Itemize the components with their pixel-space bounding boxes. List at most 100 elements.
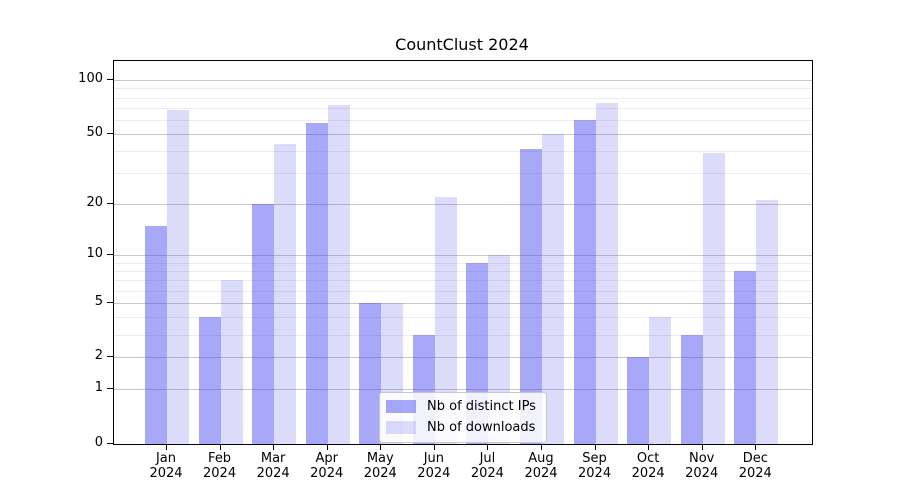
bar-distinct-ips-jan	[145, 225, 167, 444]
x-tick-month-jul: Jul	[479, 451, 496, 466]
x-tick-month-nov: Nov	[689, 451, 715, 466]
y-tick-mark-0	[107, 443, 113, 444]
gridline-minor-90	[114, 88, 812, 90]
y-tick-mark-10	[107, 253, 113, 255]
x-tick-mark-may	[380, 444, 382, 450]
x-tick-label-jun: Jun 2024	[394, 451, 474, 481]
bar-distinct-ips-nov	[680, 334, 703, 444]
y-tick-label-50: 50	[86, 125, 103, 141]
x-tick-label-feb: Feb 2024	[180, 451, 260, 481]
x-tick-year-jul: 2024	[470, 466, 504, 481]
x-tick-mark-oct	[648, 444, 650, 450]
x-tick-mark-jun	[433, 444, 435, 450]
x-tick-mark-jan	[166, 444, 167, 450]
plot-area: Nb of distinct IPs Nb of downloads	[113, 60, 813, 445]
y-tick-mark-5	[107, 301, 113, 303]
x-tick-month-may: May	[366, 451, 394, 466]
bar-downloads-nov	[702, 153, 725, 444]
x-tick-mark-mar	[273, 444, 275, 450]
bar-distinct-ips-mar	[252, 204, 275, 444]
gridline-major-10	[114, 254, 812, 256]
x-tick-label-apr: Apr 2024	[287, 451, 367, 481]
y-tick-label-100: 100	[78, 71, 103, 87]
x-tick-year-nov: 2024	[685, 466, 719, 481]
gridline-minor-80	[114, 97, 812, 99]
x-tick-label-may: May 2024	[340, 451, 420, 481]
legend-item-distinct-ips: Nb of distinct IPs	[386, 399, 536, 414]
x-tick-year-apr: 2024	[310, 466, 344, 481]
y-tick-label-10: 10	[86, 245, 103, 261]
x-tick-mark-jul	[487, 444, 489, 450]
x-tick-mark-sep	[594, 444, 596, 450]
y-tick-mark-100	[107, 79, 113, 81]
bar-distinct-ips-apr	[305, 122, 328, 444]
y-tick-mark-50	[107, 133, 113, 135]
x-tick-label-dec: Dec 2024	[715, 451, 795, 481]
x-tick-label-jul: Jul 2024	[447, 451, 527, 481]
x-tick-month-oct: Oct	[636, 451, 660, 466]
bar-downloads-dec	[756, 200, 779, 444]
x-tick-mark-dec	[755, 444, 757, 450]
gridline-major-20	[114, 204, 812, 206]
x-tick-month-feb: Feb	[208, 451, 232, 466]
bar-distinct-ips-oct	[627, 357, 650, 444]
legend-item-downloads: Nb of downloads	[386, 420, 536, 435]
legend-label-distinct-ips: Nb of distinct IPs	[427, 399, 536, 414]
x-tick-year-oct: 2024	[631, 466, 665, 481]
x-tick-month-aug: Aug	[528, 451, 554, 466]
y-tick-mark-2	[107, 356, 113, 358]
chart-title: CountClust 2024	[395, 35, 529, 54]
legend-swatch-distinct-ips	[386, 400, 416, 413]
bar-distinct-ips-may	[359, 302, 382, 444]
y-tick-label-0: 0	[94, 435, 103, 450]
x-tick-label-sep: Sep 2024	[555, 451, 635, 481]
x-tick-month-mar: Mar	[260, 451, 286, 466]
gridline-minor-8	[114, 270, 812, 272]
x-tick-year-sep: 2024	[578, 466, 612, 481]
gridline-minor-3	[114, 334, 812, 336]
gridline-minor-40	[114, 151, 812, 153]
bar-downloads-jan	[167, 110, 189, 444]
legend: Nb of distinct IPs Nb of downloads	[379, 392, 547, 443]
bar-downloads-aug	[541, 134, 564, 444]
gridline-major-5	[114, 302, 812, 304]
gridline-major-100	[114, 80, 812, 82]
gridline-minor-4	[114, 317, 812, 319]
x-tick-year-feb: 2024	[203, 466, 237, 481]
x-tick-month-dec: Dec	[742, 451, 768, 466]
bar-downloads-feb	[220, 280, 243, 444]
x-tick-year-dec: 2024	[738, 466, 772, 481]
y-tick-label-5: 5	[94, 293, 103, 309]
bar-downloads-jun	[434, 196, 457, 444]
bar-downloads-oct	[649, 317, 672, 444]
gridline-minor-70	[114, 107, 812, 109]
bar-distinct-ips-feb	[198, 317, 221, 444]
gridline-minor-9	[114, 262, 812, 264]
x-tick-mark-nov	[701, 444, 703, 450]
bar-downloads-apr	[327, 104, 350, 444]
gridline-minor-7	[114, 280, 812, 282]
y-tick-mark-1	[107, 388, 113, 390]
x-tick-month-jun: Jun	[423, 451, 444, 466]
x-tick-mark-aug	[540, 444, 542, 450]
x-tick-year-jun: 2024	[417, 466, 451, 481]
legend-label-downloads: Nb of downloads	[427, 420, 536, 435]
bar-distinct-ips-dec	[734, 270, 757, 444]
x-tick-mark-feb	[219, 444, 221, 450]
legend-swatch-downloads	[386, 421, 416, 434]
gridline-major-2	[114, 357, 812, 359]
x-tick-label-oct: Oct 2024	[608, 451, 688, 481]
x-tick-year-may: 2024	[363, 466, 397, 481]
y-tick-label-1: 1	[94, 380, 103, 396]
x-tick-month-jan: Jan	[155, 451, 177, 466]
gridline-major-1	[114, 389, 812, 391]
x-tick-year-aug: 2024	[524, 466, 558, 481]
gridline-major-50	[114, 134, 812, 136]
x-tick-month-apr: Apr	[315, 451, 338, 466]
x-tick-mark-apr	[326, 444, 328, 450]
bar-distinct-ips-aug	[519, 149, 542, 444]
gridline-minor-60	[114, 119, 812, 121]
x-tick-label-mar: Mar 2024	[233, 451, 313, 481]
y-tick-label-2: 2	[94, 348, 103, 364]
x-tick-year-jan: 2024	[149, 466, 183, 481]
